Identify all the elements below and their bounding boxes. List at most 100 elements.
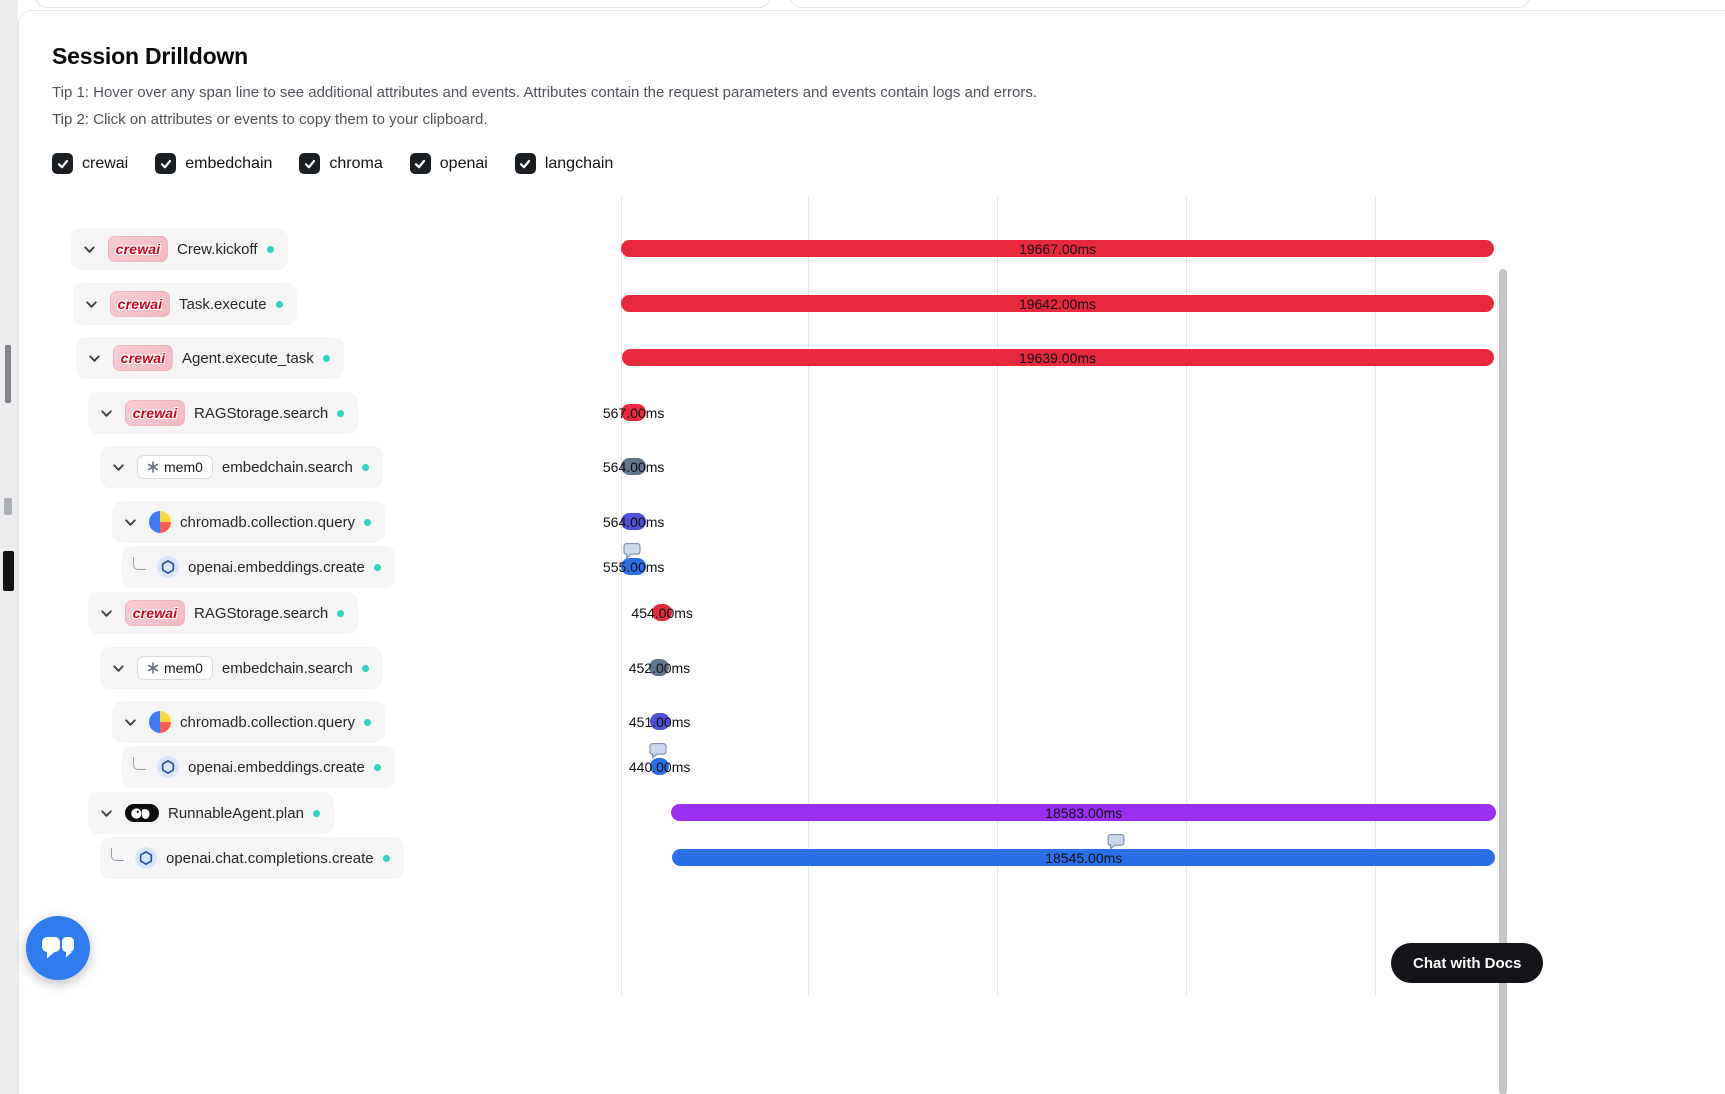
timeline-gridline — [808, 197, 809, 995]
expand-toggle-button[interactable] — [79, 239, 99, 259]
span-row: crewai mem0 — [19, 542, 1725, 589]
mem0-logo-text: mem0 — [164, 660, 203, 676]
span-row-label[interactable]: crewai mem0 — [88, 592, 359, 634]
filter-bar: crewai embedchain chroma openai langchai — [52, 153, 613, 174]
span-row-label[interactable]: crewai mem0 — [112, 501, 386, 543]
span-timeline: 564.00ms — [603, 500, 1509, 544]
span-timeline: 564.00ms — [603, 445, 1509, 489]
span-row-label[interactable]: crewai mem0 — [112, 701, 386, 743]
span-row-label[interactable]: crewai mem0 — [76, 337, 344, 379]
span-bar[interactable] — [649, 758, 670, 775]
tree-connector-icon — [111, 847, 124, 861]
filter-checkbox[interactable] — [299, 153, 321, 174]
span-name: Task.execute — [179, 295, 267, 313]
span-bar[interactable] — [649, 659, 670, 676]
span-bar[interactable] — [621, 513, 647, 530]
chevron-down-icon — [83, 245, 95, 253]
span-bar[interactable] — [621, 295, 1494, 312]
span-row: crewai mem0 — [19, 791, 1725, 835]
expand-toggle-button[interactable] — [84, 348, 104, 368]
status-dot — [312, 809, 320, 817]
vertical-scrollbar[interactable] — [1499, 269, 1507, 1094]
span-timeline: 19667.00ms — [621, 227, 1509, 271]
expand-toggle-button[interactable] — [96, 803, 116, 823]
expand-toggle-button[interactable] — [96, 403, 116, 423]
span-name: embedchain.search — [221, 458, 353, 476]
expand-toggle-button[interactable] — [120, 712, 140, 732]
chevron-down-icon — [112, 463, 124, 471]
top-card-right — [790, 0, 1530, 8]
timeline-gridline — [621, 197, 622, 995]
tree-connector-icon — [133, 756, 146, 770]
timeline-gridline — [996, 197, 998, 995]
filter-checkbox[interactable] — [52, 153, 73, 174]
span-timeline: 454.00ms — [621, 591, 1509, 635]
status-dot — [373, 763, 381, 771]
mem0-asterisk-icon — [147, 662, 159, 674]
filter-item[interactable]: langchain — [514, 153, 613, 174]
event-bubble-icon[interactable] — [649, 742, 667, 759]
span-row-label[interactable]: crewai mem0 — [88, 792, 334, 834]
chevron-down-icon — [112, 664, 124, 672]
chat-with-docs-button[interactable]: Chat with Docs — [1391, 943, 1544, 983]
filter-item[interactable]: embedchain — [155, 153, 272, 174]
status-dot — [373, 563, 381, 571]
span-name: openai.embeddings.create — [188, 758, 365, 776]
status-dot — [275, 300, 283, 308]
tip-1-text: Tip 1: Hover over any span line to see a… — [52, 84, 1038, 101]
page-edge-strip — [0, 0, 18, 1094]
span-row-label[interactable]: crewai mem0 — [71, 228, 288, 270]
span-name: RAGStorage.search — [194, 604, 329, 622]
crewai-logo-text: crewai — [132, 405, 178, 421]
span-bar[interactable] — [672, 849, 1496, 866]
chat-widget-button[interactable] — [26, 916, 90, 980]
span-bar[interactable] — [621, 349, 1494, 366]
expand-toggle-button[interactable] — [108, 658, 128, 678]
check-icon — [415, 159, 426, 168]
span-row-label[interactable]: crewai mem0 — [100, 647, 383, 689]
span-row-label[interactable]: crewai mem0 — [100, 446, 383, 488]
crewai-logo: crewai — [125, 600, 185, 626]
chevron-down-icon — [100, 609, 112, 617]
span-bar[interactable] — [621, 404, 647, 421]
chevron-down-icon — [100, 409, 112, 417]
span-bar[interactable] — [621, 458, 647, 475]
span-row-label[interactable]: crewai mem0 — [73, 283, 297, 325]
crewai-logo-text: crewai — [115, 241, 161, 257]
span-row-label[interactable]: crewai mem0 — [100, 837, 404, 879]
expand-toggle-button[interactable] — [96, 603, 116, 623]
expand-toggle-button[interactable] — [81, 294, 101, 314]
span-timeline: 18583.00ms — [621, 791, 1509, 835]
span-bar[interactable] — [671, 804, 1497, 821]
span-bar[interactable] — [652, 604, 673, 621]
span-row: crewai mem0 — [19, 833, 1725, 880]
filter-checkbox[interactable] — [409, 153, 431, 174]
check-icon — [304, 159, 316, 168]
status-dot — [364, 718, 372, 726]
span-bar[interactable] — [621, 558, 646, 575]
page-title: Session Drilldown — [52, 43, 248, 69]
span-row-label[interactable]: crewai mem0 — [122, 546, 395, 588]
expand-toggle-button[interactable] — [108, 457, 128, 477]
span-row-label[interactable]: crewai mem0 — [88, 392, 359, 434]
expand-toggle-button[interactable] — [120, 512, 140, 532]
span-row: crewai mem0 — [19, 742, 1725, 789]
span-timeline: 555.00ms — [603, 542, 1509, 589]
langchain-parrot-logo — [125, 804, 159, 822]
top-card-left — [35, 0, 771, 8]
filter-item[interactable]: chroma — [299, 153, 383, 174]
mem0-logo-text: mem0 — [164, 459, 203, 475]
event-bubble-icon[interactable] — [623, 542, 641, 559]
span-row-label[interactable]: crewai mem0 — [122, 746, 395, 788]
span-bar[interactable] — [621, 240, 1495, 257]
status-dot — [337, 409, 345, 417]
filter-item[interactable]: crewai — [52, 153, 128, 174]
filter-item[interactable]: openai — [409, 153, 488, 174]
span-row: crewai mem0 — [19, 500, 1725, 544]
status-dot — [322, 354, 330, 362]
span-bar[interactable] — [649, 713, 670, 730]
filter-checkbox[interactable] — [155, 153, 177, 174]
mem0-logo: mem0 — [137, 455, 213, 479]
filter-checkbox[interactable] — [514, 153, 536, 174]
event-bubble-icon[interactable] — [1107, 833, 1125, 850]
